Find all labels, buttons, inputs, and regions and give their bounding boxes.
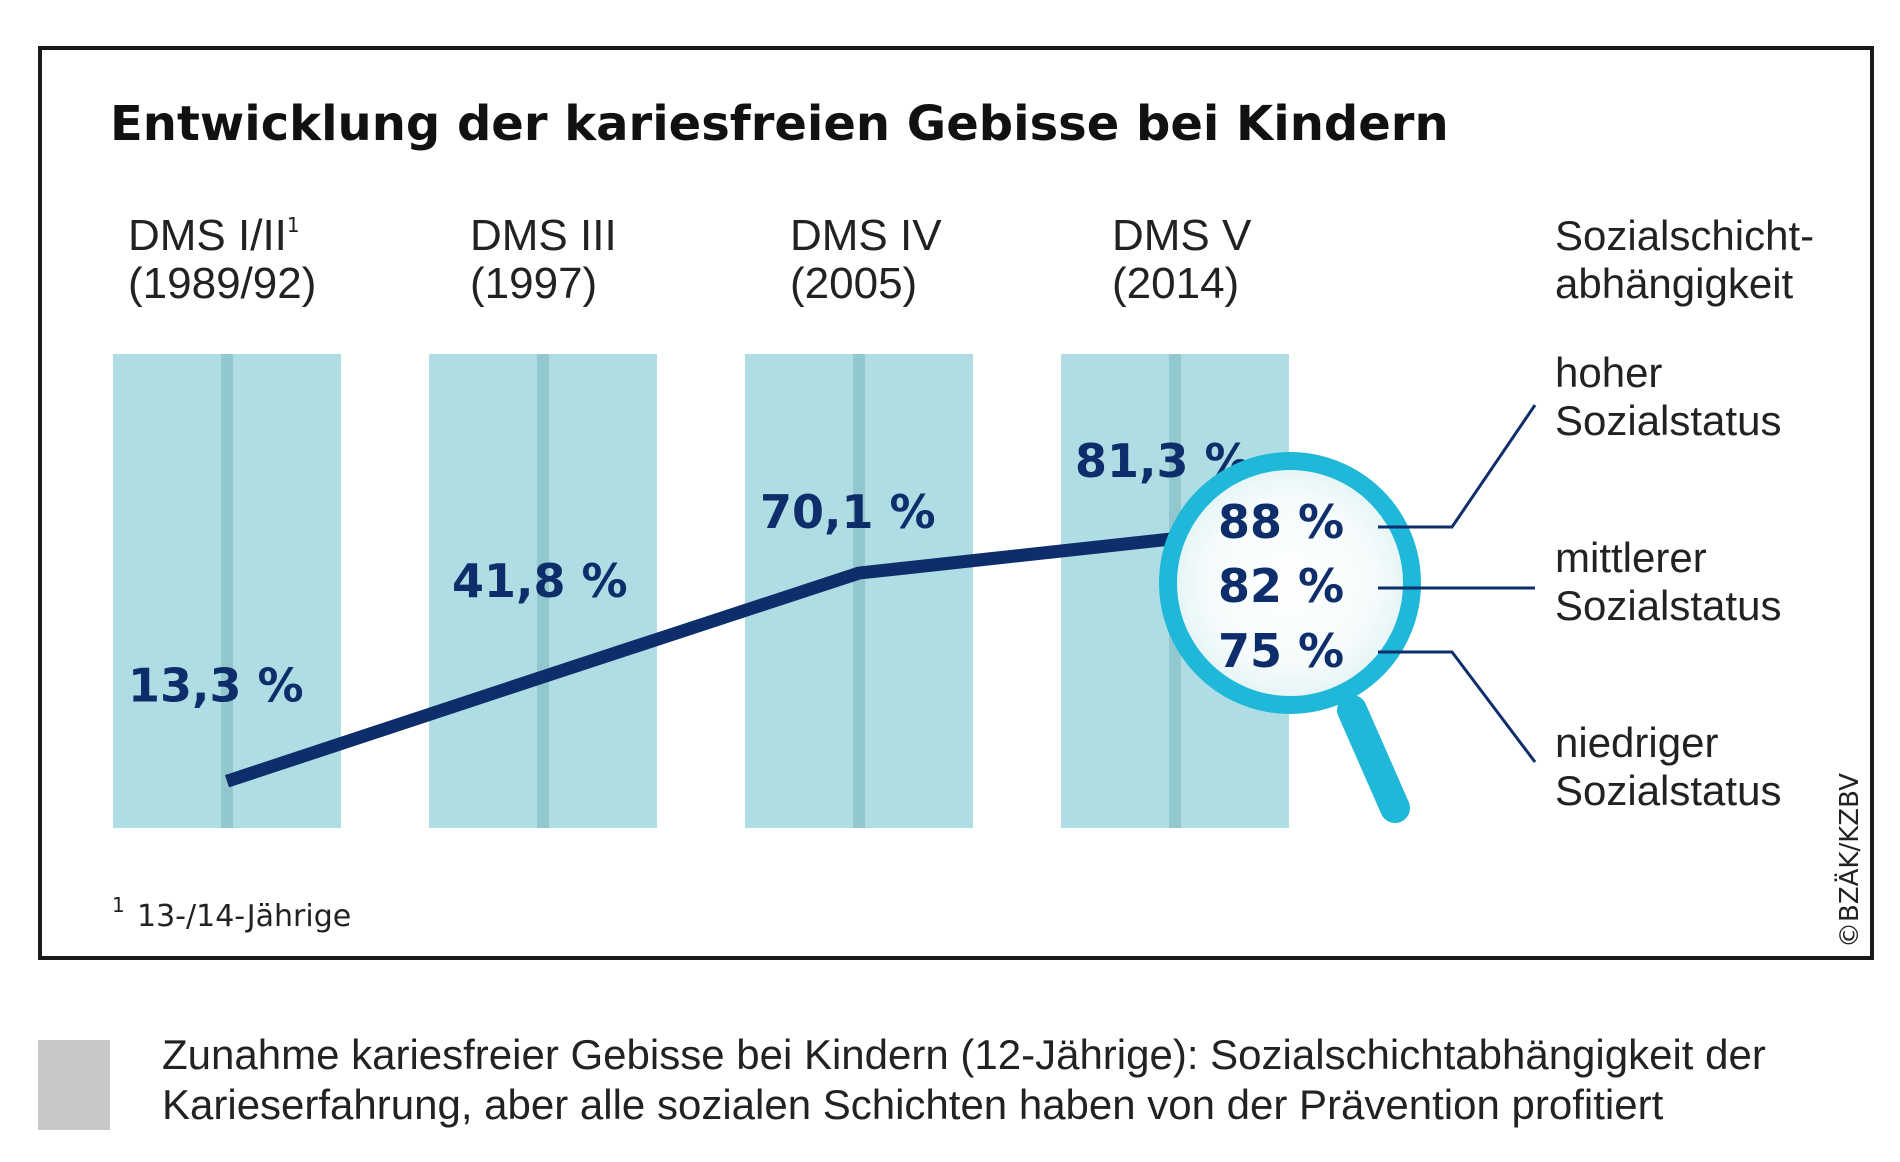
- caption-swatch: [38, 1040, 110, 1130]
- chart-frame: [38, 46, 1874, 960]
- connector-low: [1378, 650, 1537, 763]
- category-label: DMS IV: [790, 211, 942, 260]
- value-label: 70,1 %: [760, 485, 936, 539]
- category-period: (1997): [470, 259, 597, 308]
- connector-high: [1378, 404, 1537, 529]
- category-label: DMS I/II1: [128, 211, 300, 260]
- category-period: (2014): [1112, 259, 1239, 308]
- category-label: DMS III: [470, 211, 617, 260]
- status-label-high: hoher: [1555, 349, 1662, 396]
- value-label: 13,3 %: [128, 658, 304, 712]
- social-value-high: 88 %: [1218, 495, 1344, 549]
- status-label-medium: Sozialstatus: [1555, 582, 1781, 629]
- status-label-high: Sozialstatus: [1555, 397, 1781, 444]
- footnote-marker: 1: [287, 213, 300, 237]
- category-label: DMS V: [1112, 211, 1252, 260]
- period-column-stripe: [537, 354, 549, 828]
- period-column-stripe: [853, 354, 865, 828]
- value-labels: 13,3 %41,8 %70,1 %81,3 %: [128, 434, 1251, 712]
- footnote-text: 13-/14-Jährige: [137, 899, 351, 934]
- chart: Entwicklung der kariesfreien Gebisse bei…: [38, 46, 1874, 960]
- caption-text: Zunahme kariesfreier Gebisse bei Kindern…: [162, 1031, 1766, 1128]
- social-heading: abhängigkeit: [1555, 260, 1794, 307]
- value-label: 41,8 %: [452, 554, 628, 608]
- magnifier-icon: [1159, 452, 1421, 823]
- period-column-stripe: [221, 354, 233, 828]
- series-line: [224, 525, 1236, 788]
- chart-title: Entwicklung der kariesfreien Gebisse bei…: [110, 96, 1449, 152]
- social-heading: Sozialschicht-: [1555, 212, 1814, 259]
- status-label-low: niedriger: [1555, 719, 1718, 766]
- footnote-marker: 1: [112, 893, 125, 917]
- status-label-medium: mittlerer: [1555, 534, 1707, 581]
- category-period: (2005): [790, 259, 917, 308]
- status-label-low: Sozialstatus: [1555, 767, 1781, 814]
- social-value-medium: 82 %: [1218, 559, 1344, 613]
- category-labels: DMS I/II1 (1989/92) DMS III (1997) DMS I…: [128, 211, 1252, 308]
- credit-text: ©BZÄK/KZBV: [1833, 773, 1865, 948]
- period-columns: [113, 354, 1289, 828]
- social-value-low: 75 %: [1218, 624, 1344, 678]
- category-period: (1989/92): [128, 259, 316, 308]
